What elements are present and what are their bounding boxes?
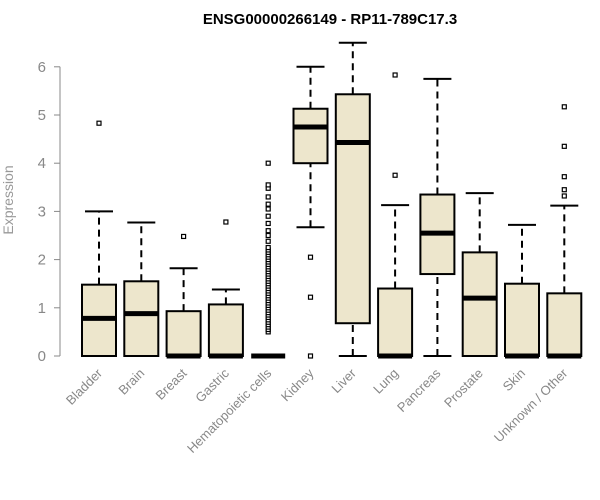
outlier-point [561,187,567,193]
box-4 [207,219,244,359]
outlier-point [96,120,102,126]
outlier-point [265,194,271,200]
y-axis-label: Expression [0,165,16,234]
y-tick-label: 0 [38,348,46,365]
outlier-point [265,182,271,188]
outlier-point [561,174,567,180]
box-5 [251,160,286,359]
outlier-point [392,72,398,78]
outlier-point [307,294,314,300]
box-rect [461,251,498,357]
x-tick-label: Breast [153,365,190,402]
box-rect [123,280,160,358]
box-9 [419,77,456,357]
outlier-point [265,206,271,212]
y-tick-label: 1 [38,300,46,317]
x-tick-label: Unknown / Other [491,365,571,445]
x-tick-label: Kidney [278,365,317,404]
chart-title: ENSG00000266149 - RP11-789C17.3 [203,11,457,28]
box-rect [377,287,414,357]
y-tick-label: 5 [38,107,46,124]
outlier-point [561,193,567,199]
box-rect [207,303,244,357]
box-6 [292,65,329,359]
y-tick-label: 6 [38,59,46,76]
box-11 [504,223,540,359]
box-12 [546,104,583,359]
box-2 [123,221,160,358]
x-tick-label: Prostate [441,366,486,411]
outlier-point [265,244,271,251]
x-tick-label: Lung [370,366,401,397]
box-10 [461,192,498,357]
box-rect [546,292,583,357]
outlier-point [265,238,271,244]
outlier-point [265,160,271,166]
outlier-point [265,228,271,234]
outlier-point [265,232,271,239]
box-rect [504,282,540,358]
outlier-point [392,172,398,178]
y-tick-label: 3 [38,203,46,220]
box-1 [81,120,117,357]
box-8 [377,72,414,359]
outlier-point [561,143,567,149]
x-tick-label: Brain [115,366,147,398]
x-tick-label: Liver [328,365,359,396]
outlier-point [561,104,567,110]
y-axis: 0 1 2 3 4 5 6 [38,59,61,365]
y-tick-label: 4 [38,155,46,172]
outlier-point [307,254,314,260]
x-tick-label: Pancreas [394,365,444,415]
box-rect [292,107,329,165]
outlier-point [181,233,187,240]
x-tick-label: Bladder [63,365,106,408]
outlier-point [265,220,271,227]
box-7 [334,41,371,357]
box-rect [165,310,202,358]
outlier-point [223,219,229,225]
outlier-point [307,353,314,359]
x-tick-label: Skin [500,366,528,394]
x-tick-label: Gastric [192,365,232,405]
boxes [81,41,583,359]
outlier-point [265,213,271,219]
box-3 [165,233,202,359]
box-rect [334,93,371,325]
outlier-point [265,201,271,207]
y-tick-label: 2 [38,252,46,269]
